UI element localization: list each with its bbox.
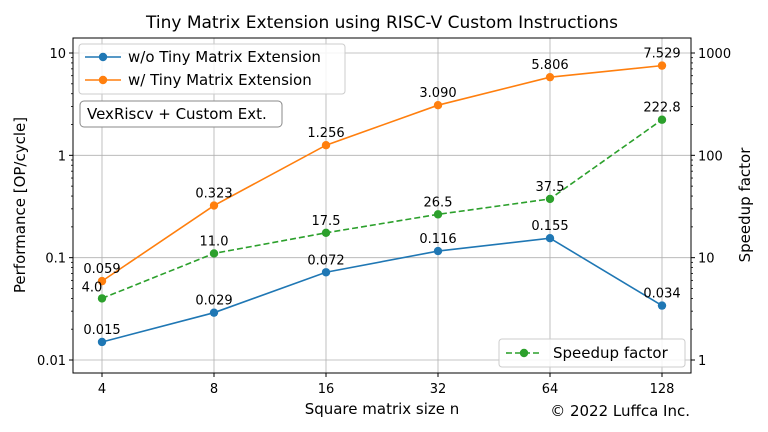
legend-label-series-2: Speedup factor — [553, 344, 669, 362]
y-right-tick-label: 1 — [698, 354, 706, 369]
data-point — [545, 72, 555, 82]
data-label: 0.059 — [83, 262, 120, 277]
data-point — [433, 210, 443, 219]
chart-title: Tiny Matrix Extension using RISC-V Custo… — [145, 13, 618, 33]
legend-marker-series-1 — [98, 75, 108, 85]
data-point — [657, 301, 667, 310]
y-left-tick-label: 10 — [49, 47, 66, 62]
annotation-box — [79, 100, 283, 128]
x-tick-label: 4 — [98, 382, 106, 397]
legend-right-box — [498, 338, 686, 368]
x-tick-label: 128 — [650, 382, 675, 397]
y-right-tick-label: 10 — [698, 252, 715, 267]
data-label: 7.529 — [643, 47, 680, 62]
y-axis-label-left: Performance [OP/cycle] — [11, 117, 29, 293]
x-axis-label: Square matrix size n — [305, 400, 460, 418]
legend-marker-series-0 — [98, 52, 108, 62]
x-tick-label: 32 — [430, 382, 447, 397]
legend-marker-series-2 — [519, 348, 529, 358]
series-line-2 — [101, 119, 663, 300]
data-label: 0.015 — [83, 323, 120, 338]
annotation: VexRiscv + Custom Ext. — [79, 100, 283, 128]
data-point — [209, 201, 219, 210]
data-point — [97, 294, 107, 303]
x-tick-label: 16 — [318, 382, 335, 397]
annotation-text: VexRiscv + Custom Ext. — [87, 105, 267, 123]
data-label: 4.0 — [82, 280, 103, 295]
legend-right: Speedup factor — [498, 338, 686, 368]
plot-frame — [72, 37, 692, 374]
data-label: 0.116 — [419, 232, 456, 247]
data-label: 17.5 — [312, 214, 341, 229]
y-left-tick-label: 1 — [58, 149, 66, 164]
data-label: 37.5 — [536, 180, 565, 195]
series-2: 4.0 11.0 17.5 26.5 37.5 222.8 — [82, 101, 681, 303]
data-point — [657, 61, 667, 70]
y-left-tick-label: 0.1 — [45, 252, 66, 267]
y-right-tick-label: 100 — [698, 149, 723, 164]
data-label: 11.0 — [200, 234, 229, 249]
y-right-tick-label: 1000 — [698, 47, 731, 62]
data-label: 0.034 — [643, 287, 680, 302]
x-tick-label: 8 — [210, 382, 218, 397]
y-axis-left: 0.01 0.1 1 10 — [37, 47, 73, 369]
x-tick-label: 64 — [542, 382, 559, 397]
data-label: 1.256 — [307, 126, 344, 141]
series-1: 0.059 0.323 1.256 3.090 5.806 7.529 — [83, 47, 681, 286]
data-point — [545, 233, 555, 243]
y-left-tick-label: 0.01 — [37, 354, 66, 369]
data-point — [433, 246, 443, 256]
data-label: 222.8 — [643, 101, 680, 116]
data-label: 0.029 — [195, 294, 232, 309]
legend-left-box — [78, 43, 346, 95]
data-point — [321, 141, 331, 150]
data-point — [657, 115, 667, 124]
data-label: 5.806 — [531, 58, 568, 73]
data-point — [321, 268, 331, 277]
data-point — [97, 337, 107, 347]
data-point — [321, 228, 331, 237]
series-line-0 — [101, 237, 663, 343]
data-label: 0.072 — [307, 253, 344, 268]
data-point — [433, 100, 443, 110]
legend-label-series-0: w/o Tiny Matrix Extension — [128, 48, 321, 66]
series-0: 0.015 0.029 0.072 0.116 0.155 0.034 — [83, 219, 681, 347]
series-line-1 — [101, 64, 663, 282]
copyright: © 2022 Luffca Inc. — [550, 402, 690, 420]
data-point — [545, 194, 555, 204]
series-layer: 0.015 0.029 0.072 0.116 0.155 0.034 0.059 0.323… — [82, 47, 681, 347]
data-point — [209, 308, 219, 317]
data-label: 3.090 — [419, 86, 456, 101]
data-label: 0.323 — [195, 187, 232, 202]
data-label: 0.155 — [531, 219, 568, 234]
legend-left: w/o Tiny Matrix Extension w/ Tiny Matrix… — [78, 43, 346, 95]
data-point — [209, 249, 219, 258]
legend-label-series-1: w/ Tiny Matrix Extension — [128, 71, 312, 89]
data-label: 26.5 — [424, 195, 453, 210]
y-axis-label-right: Speedup factor — [736, 147, 754, 263]
x-axis: 4 8 16 32 64 128 — [98, 373, 675, 397]
data-point — [97, 276, 107, 286]
y-axis-right: 1 10 100 1000 — [691, 47, 731, 369]
